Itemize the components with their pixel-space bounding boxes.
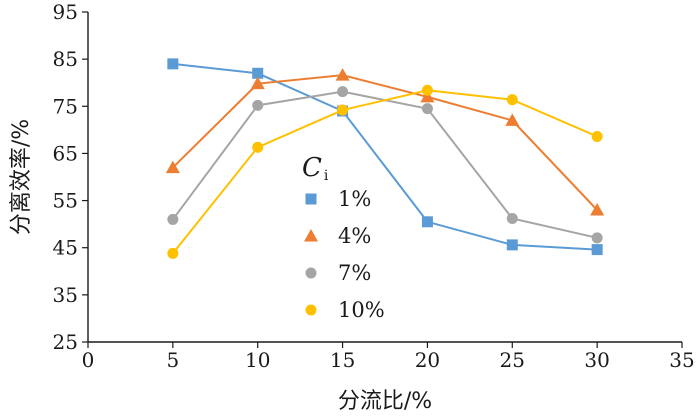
series-layer	[165, 58, 605, 259]
data-point	[591, 130, 603, 142]
y-tick-label: 75	[53, 94, 78, 118]
data-point	[167, 58, 179, 70]
series-line	[172, 74, 598, 211]
data-point	[252, 99, 264, 111]
data-point	[506, 239, 518, 251]
legend-item: 10%	[305, 298, 385, 322]
legend-marker	[305, 193, 317, 205]
plot-area	[87, 12, 682, 343]
x-tick-label: 15	[330, 348, 355, 372]
series-line	[172, 90, 598, 239]
legend-marker	[305, 304, 317, 316]
data-point	[337, 86, 349, 98]
y-axis-title: 分离效率/%	[9, 119, 34, 235]
x-tick-label: 10	[245, 348, 270, 372]
y-tick-label: 35	[53, 283, 78, 307]
series-1	[165, 68, 605, 216]
x-tick-label: 35	[669, 348, 694, 372]
legend-items: 1% 4% 7% 10%	[304, 187, 385, 322]
x-tick-label: 20	[415, 348, 440, 372]
x-axis-title: 分流比/%	[338, 389, 432, 414]
x-tick-label: 30	[584, 348, 609, 372]
data-point	[421, 216, 433, 228]
legend-item: 7%	[305, 261, 371, 285]
x-tick-label: 25	[500, 348, 525, 372]
data-point	[250, 76, 265, 90]
y-tick-label: 85	[53, 47, 78, 71]
data-point	[167, 213, 179, 225]
ticks: 25 35 45 55 65 75 85 95 0 5 10 15 20 25 30 35	[53, 0, 695, 372]
y-tick-label: 25	[53, 330, 78, 354]
y-tick-label: 55	[53, 189, 78, 213]
x-tick-label: 5	[166, 348, 179, 372]
data-point	[505, 113, 520, 126]
legend-title-subscript: i	[324, 168, 329, 184]
legend-marker	[305, 267, 317, 279]
y-tick-label: 95	[53, 0, 78, 24]
legend-label: 1%	[338, 187, 371, 211]
legend-item: 1%	[305, 187, 371, 211]
y-tick-label: 65	[53, 141, 78, 165]
data-point	[167, 247, 179, 259]
data-point	[506, 94, 518, 106]
data-point	[591, 244, 603, 256]
x-tick-label: 0	[82, 348, 95, 372]
series-line	[172, 89, 598, 254]
data-point	[337, 104, 349, 116]
legend-item: 4%	[304, 224, 371, 248]
legend-label: 10%	[338, 298, 385, 322]
series-0	[167, 58, 603, 256]
data-point	[165, 160, 180, 174]
data-point	[506, 212, 518, 224]
data-point	[421, 84, 433, 96]
data-point	[421, 103, 433, 115]
legend-label: 7%	[338, 261, 371, 285]
data-point	[335, 68, 350, 81]
legend-marker	[304, 229, 318, 242]
series-3	[167, 84, 603, 259]
legend-label: 4%	[338, 224, 371, 248]
data-point	[590, 203, 605, 216]
series-line	[172, 62, 598, 251]
data-point	[252, 141, 264, 153]
data-point	[591, 232, 603, 244]
data-point	[252, 67, 264, 79]
data-point	[420, 89, 435, 103]
y-tick-label: 45	[53, 236, 78, 260]
legend-title-main: C	[302, 153, 322, 183]
